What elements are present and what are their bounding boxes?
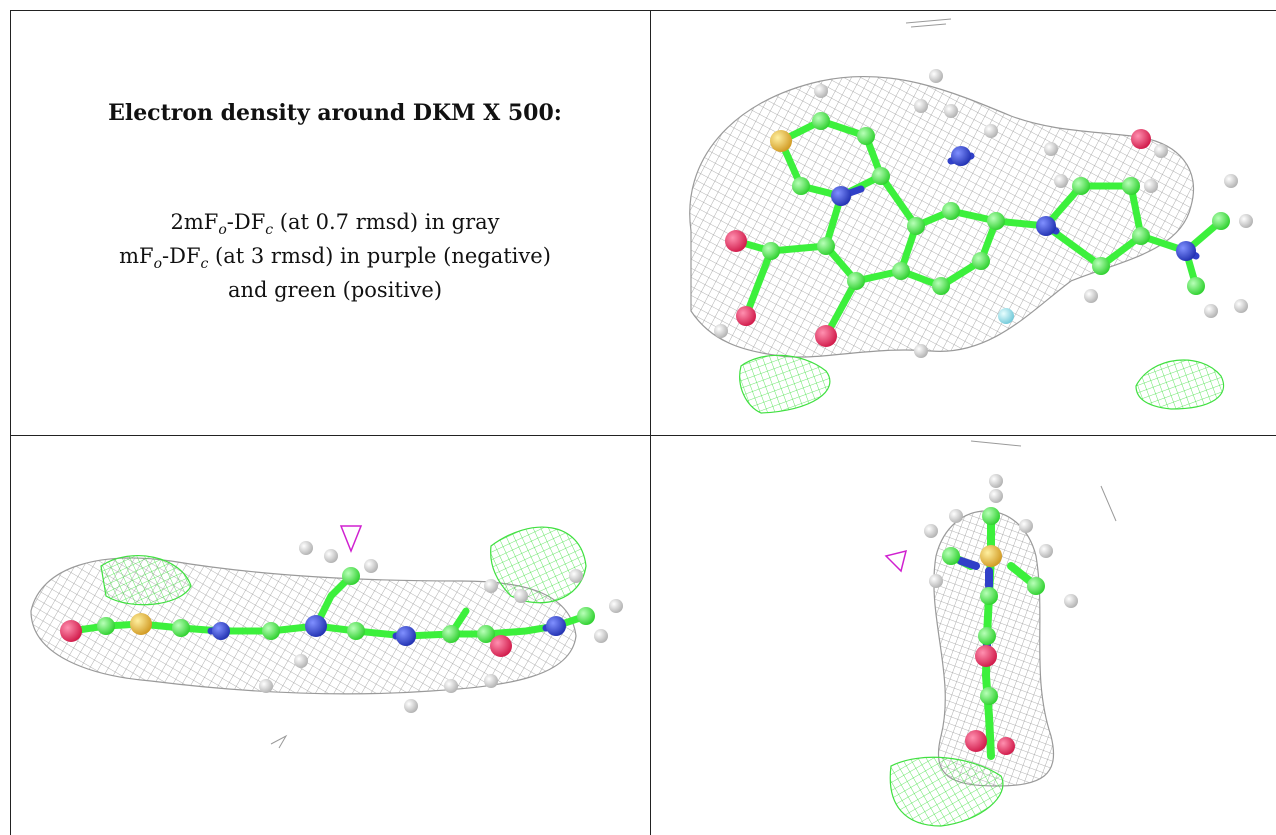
density-view-top — [651, 11, 1276, 435]
density-render-side — [30, 525, 623, 749]
density-render-end — [884, 440, 1117, 827]
caption-line-2fo-fc: 2mFo-DFc (at 0.7 rmsd) in gray — [170, 210, 500, 239]
density-render-top — [689, 18, 1253, 414]
caption-line-green: and green (positive) — [227, 278, 443, 302]
caption-line-fo-fc: mFo-DFc (at 3 rmsd) in purple (negative) — [119, 244, 551, 273]
figure-table — [10, 10, 1276, 835]
caption-title: Electron density around DKM X 500: — [108, 100, 562, 126]
table-horizontal-divider — [10, 435, 1276, 436]
density-view-side — [11, 436, 650, 835]
table-vertical-divider — [650, 10, 651, 835]
density-view-end — [651, 436, 1276, 835]
caption-cell: Electron density around DKM X 500: 2mFo-… — [20, 10, 650, 435]
